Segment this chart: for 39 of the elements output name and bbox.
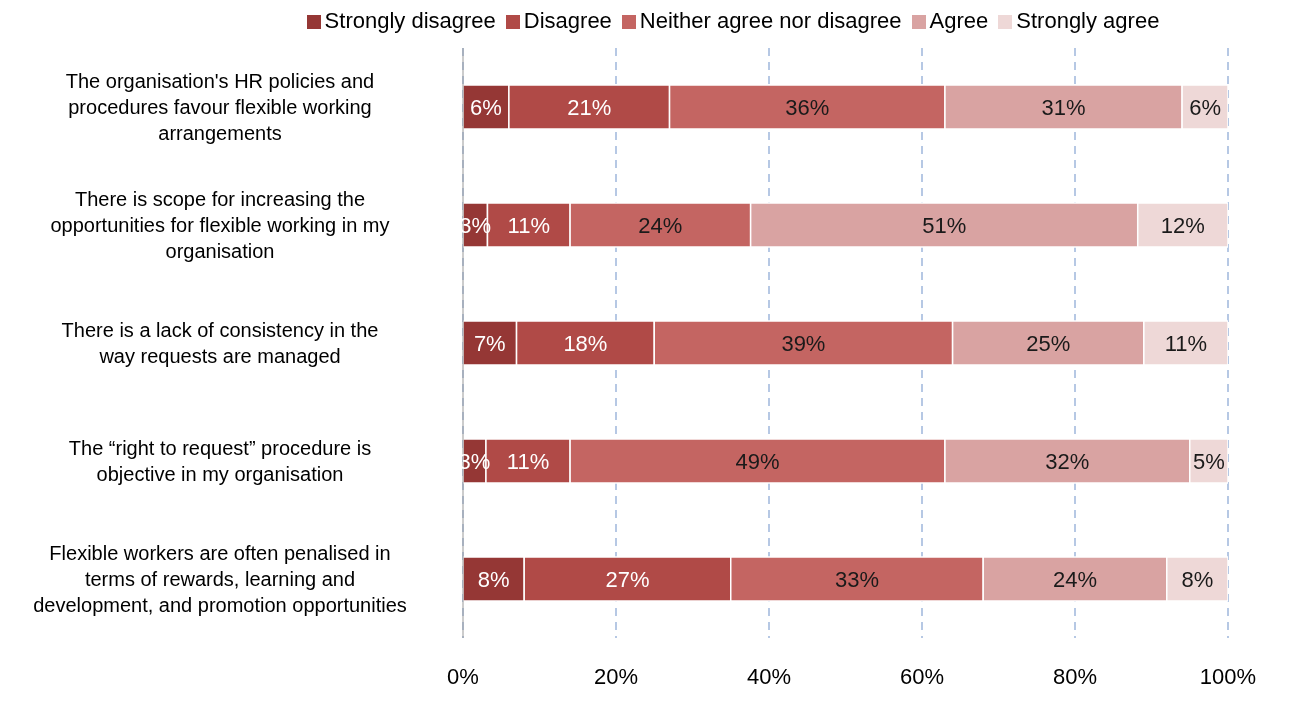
data-label: 51% [922,213,967,238]
data-label: 24% [1052,567,1098,592]
data-label: 27% [605,567,650,592]
y-tick-label: The “right to request” procedure is objective in my organisation [68,437,372,485]
data-label: 7% [473,331,506,356]
data-label: 49% [735,449,780,474]
data-label: 8% [477,567,510,592]
data-label: 11% [507,213,550,238]
data-label: 39% [781,331,826,356]
x-tick-label: 0% [447,663,479,689]
data-label: 6% [1189,95,1221,120]
legend-label: Disagree [523,8,612,33]
y-tick-label: Flexible workers are often penalised in terms of rewards, learning and development, and promotion opportunities [33,542,407,616]
data-label: 32% [1045,449,1090,474]
y-tick-label: There is a lack of consistency in the way requests are managed [61,319,379,367]
legend-label: Neither agree nor disagree [639,8,902,33]
y-tick-label: There is scope for increasing the opportunities for flexible working in my organisation [50,188,390,262]
data-label: 31% [1041,95,1086,120]
data-label: 24% [638,213,683,238]
data-label: 11% [506,449,550,474]
x-tick-label: 100% [1199,663,1257,689]
legend-label: Agree [929,8,989,33]
data-label: 11% [1164,331,1208,356]
data-label: 21% [567,95,612,120]
data-label: 12% [1160,213,1205,238]
data-label: 36% [785,95,830,120]
data-label: 5% [1192,449,1225,474]
data-label: 6% [470,95,502,120]
x-tick-label: 20% [593,663,639,689]
x-tick-label: 80% [1052,663,1098,689]
data-label: 18% [563,331,608,356]
legend-label: Strongly agree [1016,8,1160,33]
data-label: 25% [1026,331,1071,356]
y-tick-label: The organisation's HR policies and procedures favour flexible working arrangements [65,70,375,144]
data-label: 8% [1181,567,1214,592]
x-tick-label: 60% [899,663,945,689]
x-tick-label: 40% [746,663,792,689]
data-label: 33% [834,567,879,592]
legend-label: Strongly disagree [324,8,496,33]
